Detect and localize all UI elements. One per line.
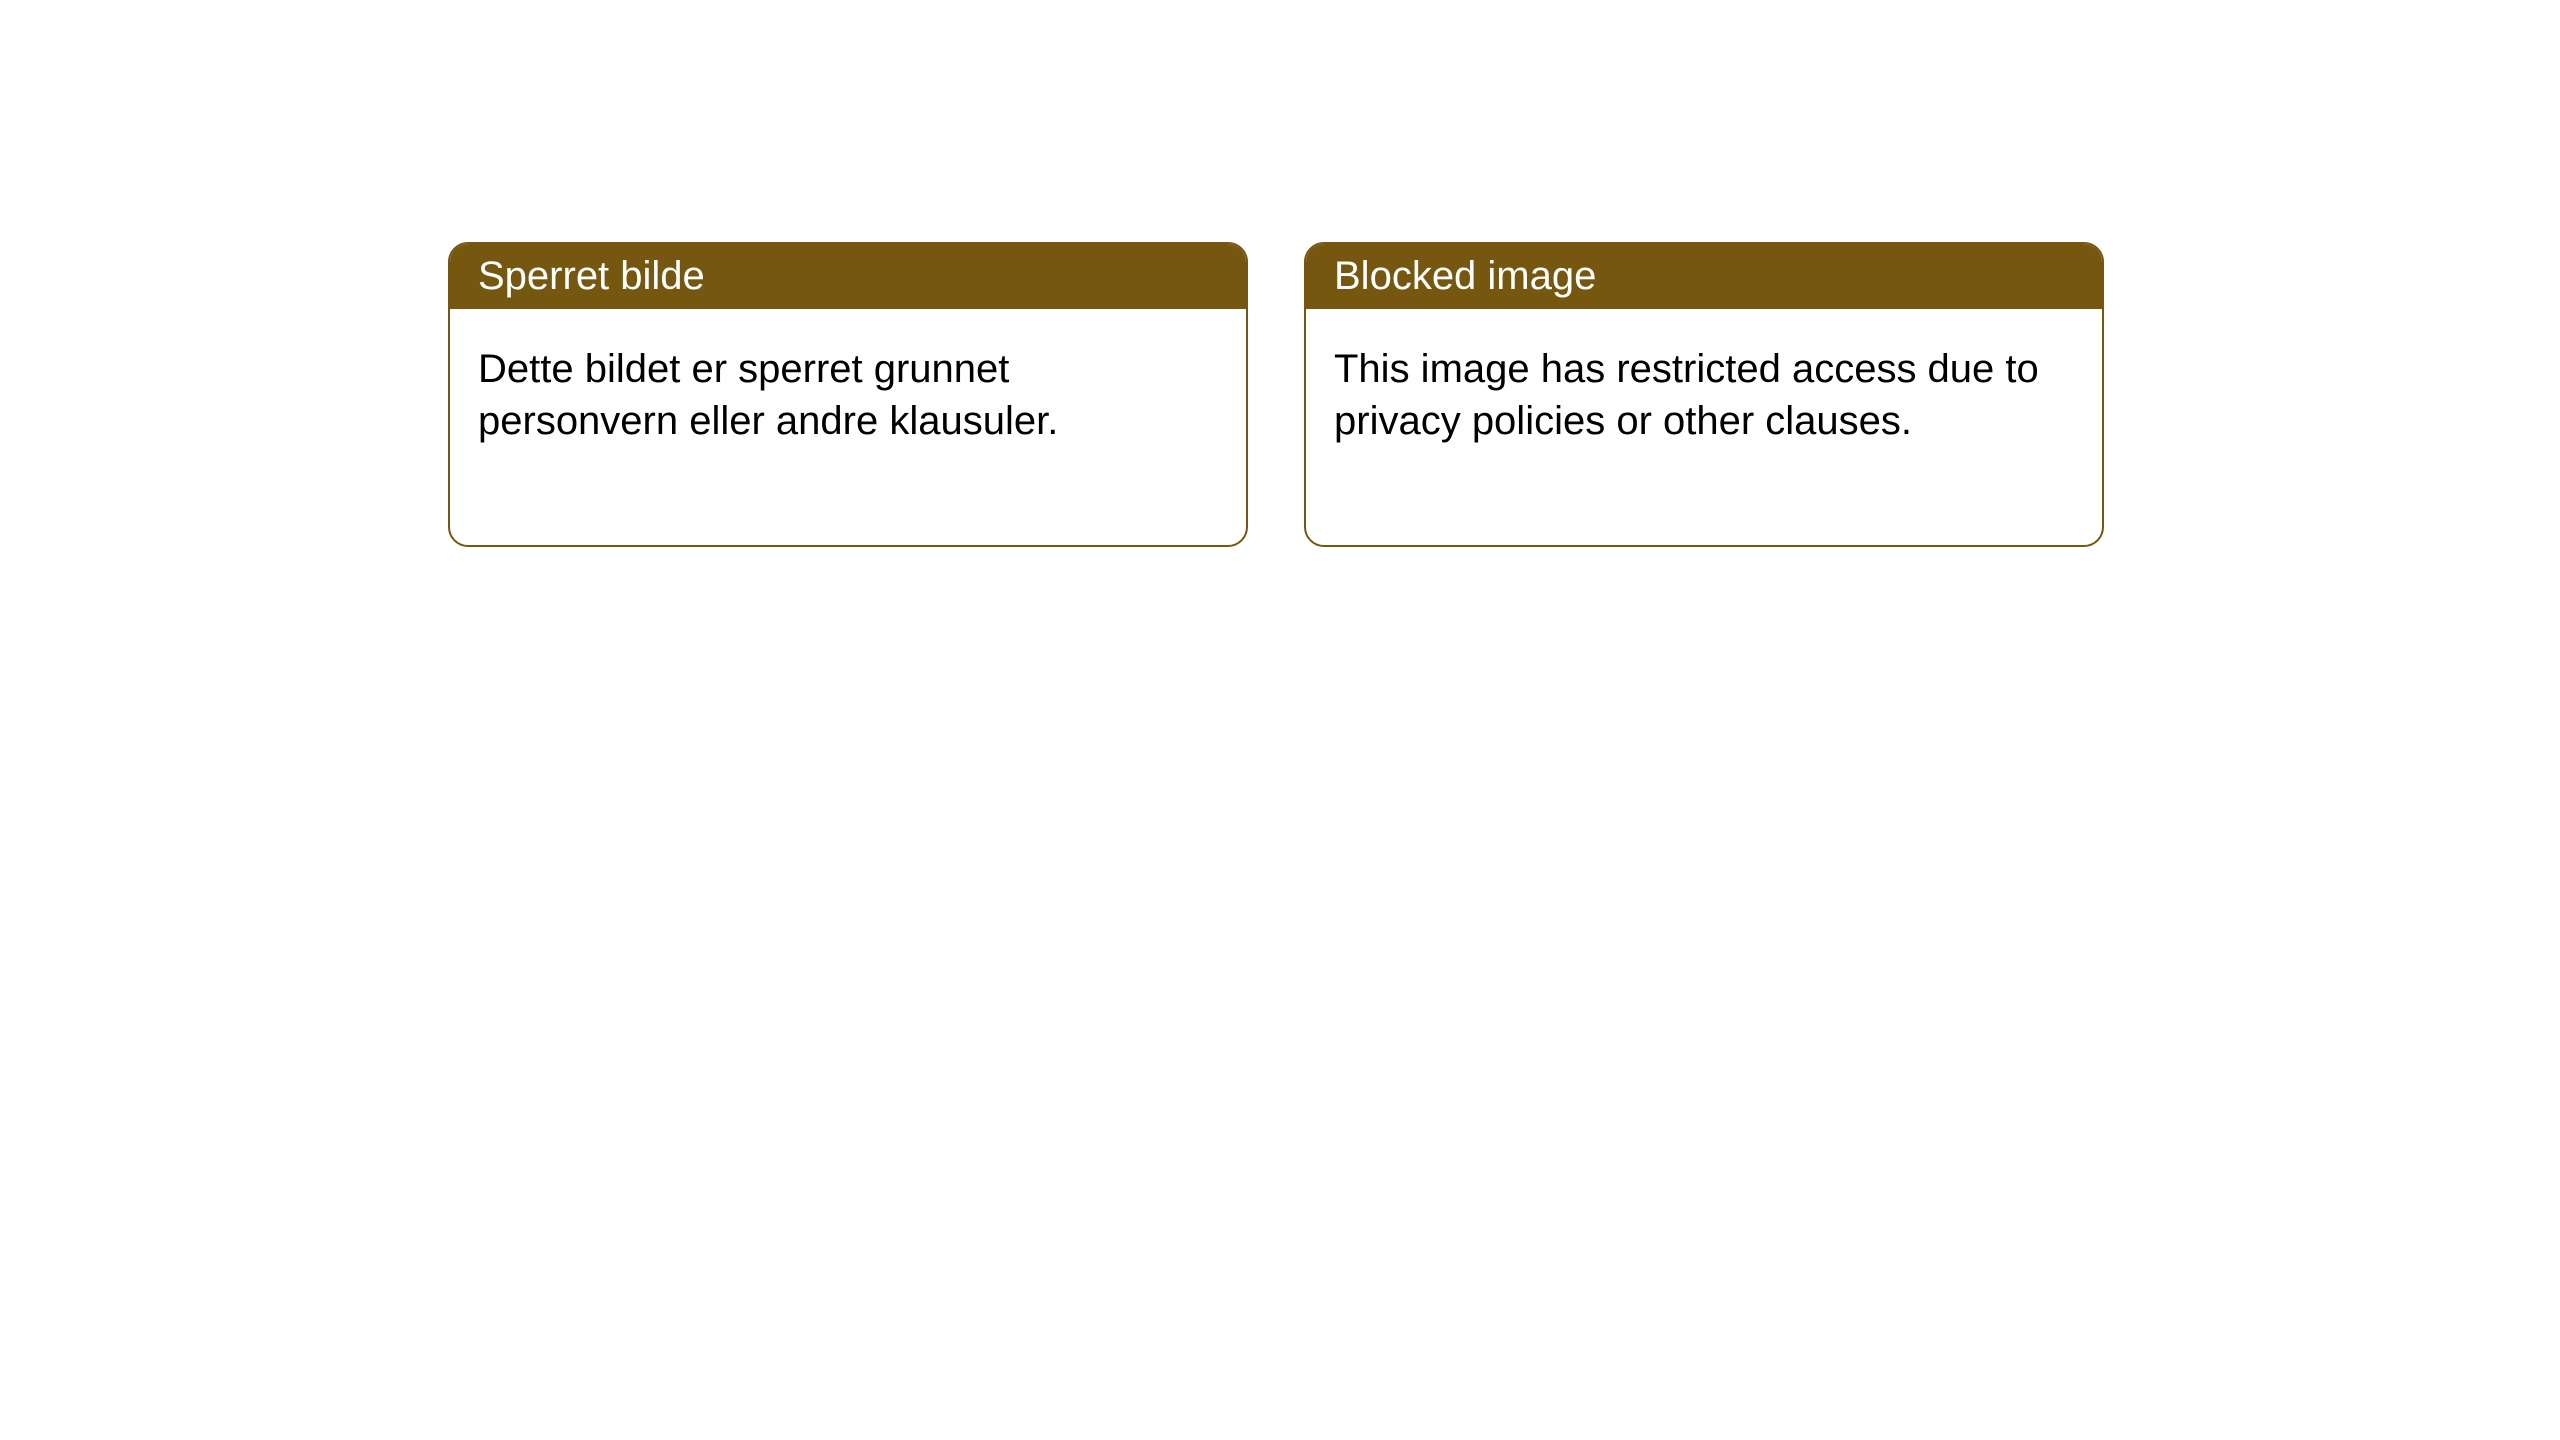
notice-card-english: Blocked image This image has restricted … [1304,242,2104,547]
card-body: This image has restricted access due to … [1306,309,2102,545]
card-body: Dette bildet er sperret grunnet personve… [450,309,1246,545]
notice-card-norwegian: Sperret bilde Dette bildet er sperret gr… [448,242,1248,547]
card-title: Blocked image [1334,254,1596,298]
card-body-text: Dette bildet er sperret grunnet personve… [478,347,1058,443]
notice-cards-container: Sperret bilde Dette bildet er sperret gr… [0,0,2560,547]
card-body-text: This image has restricted access due to … [1334,347,2039,443]
card-title: Sperret bilde [478,254,705,298]
card-header: Sperret bilde [450,244,1246,309]
card-header: Blocked image [1306,244,2102,309]
